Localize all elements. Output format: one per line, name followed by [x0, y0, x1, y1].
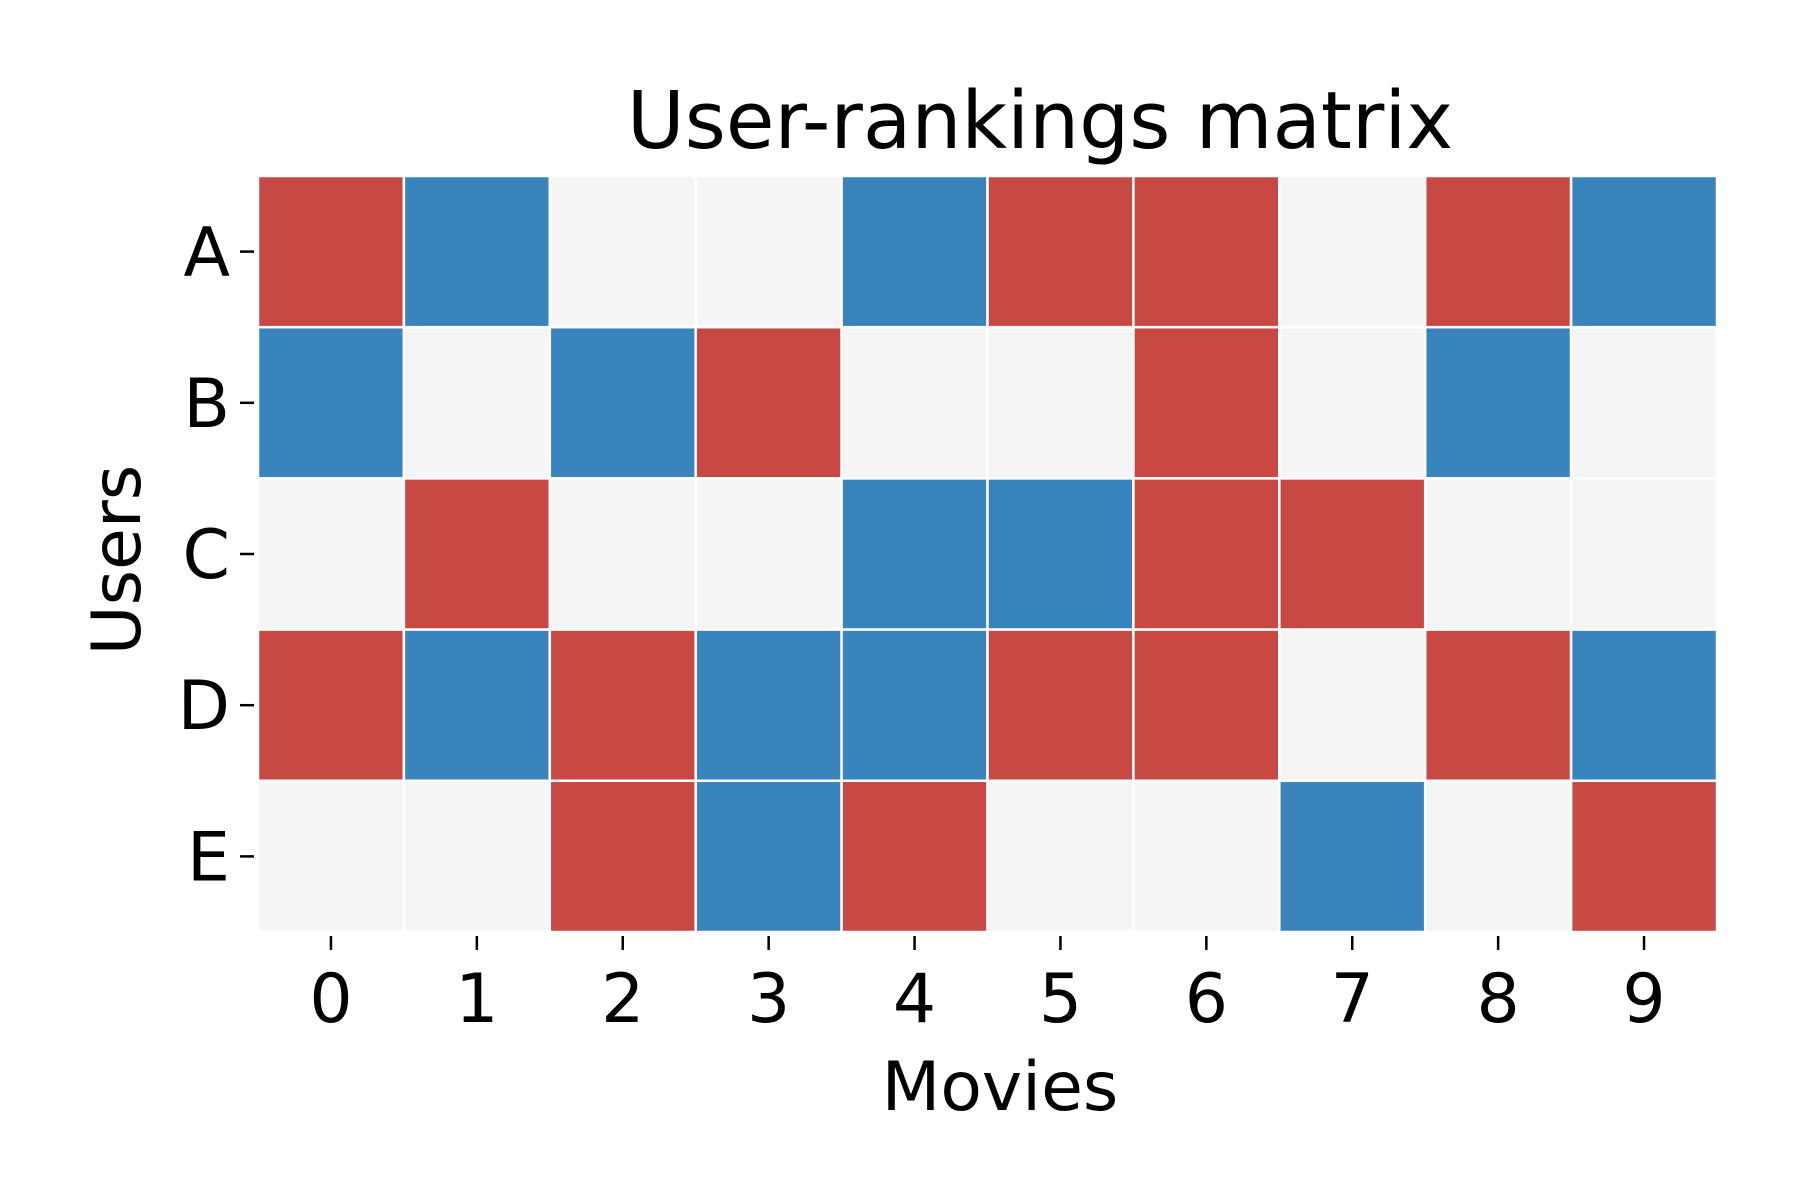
x-tick-label: 7	[1331, 960, 1374, 1039]
heatmap-cell	[1132, 477, 1281, 631]
heatmap-cell	[1569, 174, 1719, 329]
heatmap-cell	[402, 477, 552, 631]
heatmap-cell	[1278, 477, 1427, 631]
heatmap-cell	[1132, 174, 1281, 329]
heatmap-cell	[1569, 628, 1719, 783]
heatmap-cell	[402, 325, 552, 480]
heatmap-cell	[548, 779, 697, 934]
heatmap-cell	[402, 628, 552, 783]
heatmap-cell	[694, 174, 843, 329]
heatmap-cell	[1132, 628, 1281, 783]
heatmap-cell	[1569, 477, 1719, 631]
x-tick-label: 2	[601, 960, 644, 1039]
y-tick-label: A	[183, 214, 230, 293]
heatmap-cell	[1278, 325, 1427, 480]
x-tick-label: 5	[1039, 960, 1082, 1039]
heatmap-cell	[986, 779, 1135, 934]
x-tick-label: 6	[1185, 960, 1228, 1039]
y-tick-label: E	[187, 818, 230, 897]
heatmap-cell	[1423, 628, 1573, 783]
x-tick-label: 9	[1622, 960, 1665, 1039]
heatmap-cell	[986, 325, 1135, 480]
heatmap-cell	[1423, 174, 1573, 329]
heatmap-cell	[256, 628, 406, 783]
heatmap-cell	[548, 477, 697, 631]
heatmap-cell	[548, 325, 697, 480]
heatmap-cell	[1278, 779, 1427, 934]
heatmap-cell	[402, 779, 552, 934]
heatmap-cell	[840, 477, 989, 631]
x-tick-label: 3	[747, 960, 790, 1039]
heatmap-cell	[256, 779, 406, 934]
x-tick-label: 4	[893, 960, 936, 1039]
heatmap-cell	[548, 174, 697, 329]
heatmap-cell	[840, 779, 989, 934]
heatmap-cell	[548, 628, 697, 783]
heatmap-cell	[986, 174, 1135, 329]
heatmap-cell	[840, 628, 989, 783]
heatmap-cell	[1278, 628, 1427, 783]
heatmap-cell	[694, 477, 843, 631]
heatmap-cell	[694, 628, 843, 783]
x-axis-label: Movies	[882, 1048, 1119, 1127]
heatmap-cell	[256, 174, 406, 329]
y-tick-label: B	[183, 365, 230, 444]
heatmap-cell	[1423, 325, 1573, 480]
heatmap-cells	[256, 174, 1719, 934]
heatmap-cell	[402, 174, 552, 329]
heatmap-cell	[840, 325, 989, 480]
heatmap-cell	[986, 628, 1135, 783]
chart-title: User-rankings matrix	[627, 75, 1453, 167]
x-tick-label: 8	[1477, 960, 1520, 1039]
y-axis-label: Users	[78, 465, 157, 655]
heatmap-cell	[256, 477, 406, 631]
heatmap-cell	[1132, 779, 1281, 934]
y-tick-label: C	[183, 516, 230, 595]
heatmap-cell	[256, 325, 406, 480]
heatmap-cell	[840, 174, 989, 329]
heatmap-cell	[1569, 779, 1719, 934]
x-tick-label: 0	[309, 960, 352, 1039]
heatmap-cell	[1132, 325, 1281, 480]
heatmap-cell	[694, 325, 843, 480]
x-axis-ticks: 0 1 2 3 4 5 6 7 8 9	[309, 936, 1666, 1039]
heatmap-cell	[1569, 325, 1719, 480]
heatmap-cell	[986, 477, 1135, 631]
heatmap-cell	[1278, 174, 1427, 329]
heatmap-cell	[1423, 477, 1573, 631]
x-tick-label: 1	[455, 960, 498, 1039]
heatmap-cell	[694, 779, 843, 934]
y-tick-label: D	[178, 667, 230, 746]
heatmap-cell	[1423, 779, 1573, 934]
